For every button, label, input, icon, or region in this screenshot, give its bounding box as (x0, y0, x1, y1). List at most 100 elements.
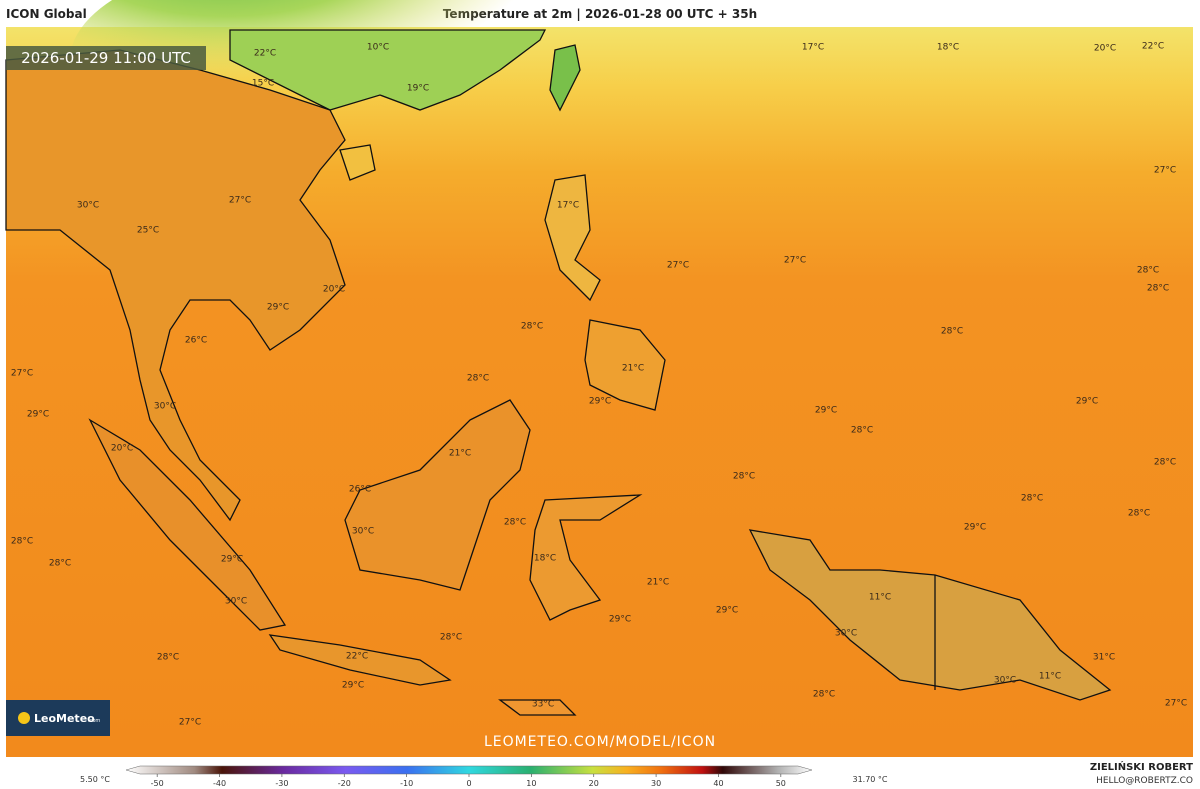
lesser-sunda (498, 699, 577, 716)
temperature-label: 28°C (1147, 284, 1169, 294)
hainan (339, 144, 376, 181)
temperature-label: 22°C (254, 49, 276, 59)
temperature-label: 30°C (994, 676, 1016, 686)
temperature-label: 29°C (815, 406, 837, 416)
temperature-label: 28°C (1128, 509, 1150, 519)
temperature-label: 11°C (1039, 672, 1061, 682)
temperature-label: 28°C (851, 426, 873, 436)
new-guinea (748, 529, 1112, 701)
colorbar-ticks: -50 -40 -30 -20 -10 0 10 20 30 40 50 (151, 774, 786, 788)
temperature-label: 18°C (937, 43, 959, 53)
temperature-label: 27°C (179, 718, 201, 728)
mindanao (584, 319, 666, 411)
temperature-label: 21°C (647, 578, 669, 588)
temperature-label: 15°C (252, 79, 274, 89)
sulawesi (529, 494, 643, 621)
logo-suffix: .com (88, 718, 100, 724)
temperature-label: 28°C (941, 327, 963, 337)
temperature-label: 29°C (589, 397, 611, 407)
temperature-label: 30°C (835, 629, 857, 639)
temperature-label: 22°C (1142, 42, 1164, 52)
temperature-label: 28°C (1021, 494, 1043, 504)
temperature-label: 29°C (1076, 397, 1098, 407)
luzon (544, 174, 601, 302)
temperature-label: 27°C (1154, 166, 1176, 176)
temperature-label: 30°C (352, 527, 374, 537)
temperature-label: 29°C (221, 555, 243, 565)
temperature-label: 29°C (609, 615, 631, 625)
map (5, 0, 1193, 757)
temperature-label: 11°C (869, 593, 891, 603)
java (268, 634, 452, 686)
temperature-label: 26°C (349, 485, 371, 495)
temperature-labels: 22°C 10°C 17°C 18°C 20°C 22°C 15°C 19°C 27°C 30°C… (11, 42, 1187, 728)
colorbar-tick-label: -20 (338, 779, 351, 788)
colorbar-tick-label: 20 (589, 779, 599, 788)
temperature-label: 10°C (367, 43, 389, 53)
temperature-label: 29°C (267, 303, 289, 313)
watermark: LEOMETEO.COM/MODEL/ICON (484, 734, 716, 750)
sumatra (88, 418, 287, 631)
temperature-label: 29°C (964, 523, 986, 533)
temperature-label: 28°C (504, 518, 526, 528)
temperature-label: 28°C (440, 633, 462, 643)
colorbar-tick-label: 0 (466, 779, 471, 788)
colorbar-tick-label: 30 (651, 779, 661, 788)
temperature-label: 30°C (154, 402, 176, 412)
temperature-label: 20°C (323, 285, 345, 295)
time-box (6, 46, 206, 70)
temperature-label: 27°C (1165, 699, 1187, 709)
colorbar-tick-label: -10 (400, 779, 413, 788)
valid-time: 2026-01-29 11:00 UTC (21, 49, 191, 67)
colorbar (125, 765, 813, 775)
temperature-label: 27°C (229, 196, 251, 206)
mainland-asia (5, 49, 346, 522)
borneo (344, 399, 531, 591)
temperature-label: 29°C (716, 606, 738, 616)
temperature-label: 29°C (342, 681, 364, 691)
temperature-label: 27°C (11, 369, 33, 379)
south-china (229, 29, 547, 111)
temperature-label: 22°C (346, 652, 368, 662)
temperature-label: 28°C (813, 690, 835, 700)
temperature-label: 21°C (622, 364, 644, 374)
model-name: ICON Global (6, 7, 87, 21)
temperature-label: 28°C (157, 653, 179, 663)
taiwan (549, 44, 581, 112)
logo-name: LeoMeteo (34, 712, 95, 725)
temperature-label: 27°C (667, 261, 689, 271)
temperature-label: 28°C (733, 472, 755, 482)
temperature-label: 28°C (11, 537, 33, 547)
temperature-label: 31°C (1093, 653, 1115, 663)
contact: HELLO@ROBERTZ.CO (1096, 776, 1193, 786)
colorbar-tick-label: 10 (526, 779, 536, 788)
temperature-label: 18°C (534, 554, 556, 564)
temperature-label: 30°C (77, 201, 99, 211)
temperature-label: 29°C (27, 410, 49, 420)
colorbar-tick-label: 50 (776, 779, 786, 788)
temperature-label: 28°C (1137, 266, 1159, 276)
colorbar-tick-label: 40 (713, 779, 723, 788)
colorbar-max: 31.70 °C (852, 775, 887, 784)
logo-sun (18, 712, 30, 724)
temperature-label: 25°C (137, 226, 159, 236)
temperature-label: 17°C (557, 201, 579, 211)
author: ZIELIŃSKI ROBERT (1090, 760, 1193, 773)
temperature-label: 27°C (784, 256, 806, 266)
temperature-label: 28°C (467, 374, 489, 384)
temperature-label: 28°C (521, 322, 543, 332)
colorbar-tick-label: -30 (275, 779, 288, 788)
temperature-label: 28°C (49, 559, 71, 569)
temperature-label: 17°C (802, 43, 824, 53)
colorbar-tick-label: -40 (213, 779, 226, 788)
temperature-label: 26°C (185, 336, 207, 346)
temperature-label: 28°C (1154, 458, 1176, 468)
temperature-label: 30°C (225, 597, 247, 607)
colorbar-tick-label: -50 (151, 779, 164, 788)
temperature-label: 19°C (407, 84, 429, 94)
temperature-label: 21°C (449, 449, 471, 459)
temperature-label: 20°C (111, 444, 133, 454)
temperature-label: 20°C (1094, 44, 1116, 54)
